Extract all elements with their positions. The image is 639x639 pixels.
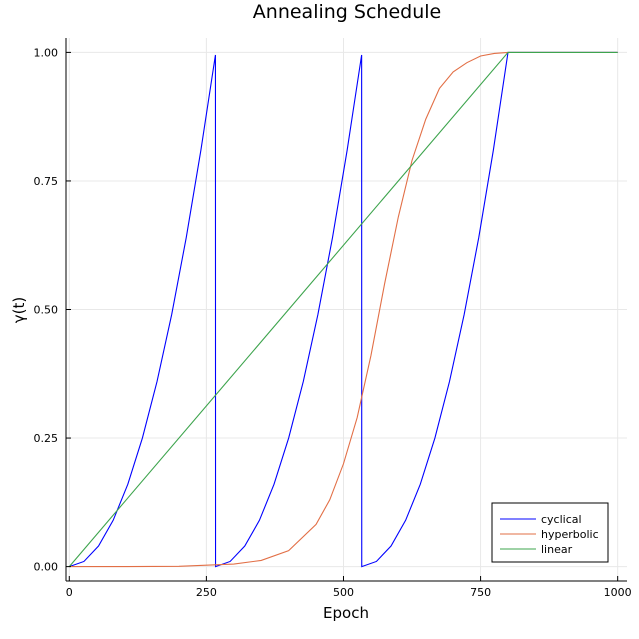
y-tick-label: 0.00 [34,561,59,574]
x-tick-label: 1000 [604,586,632,599]
legend-label-linear: linear [541,543,573,556]
y-axis-label: γ(t) [10,297,28,323]
legend-label-hyperbolic: hyperbolic [541,528,599,541]
x-ticks: 0 250 500 750 1000 [66,576,632,599]
series-line-cyclical [69,51,618,568]
series-line-hyperbolic [69,51,618,568]
y-tick-label: 0.75 [34,175,59,188]
legend: cyclical hyperbolic linear [491,502,609,563]
legend-label-cyclical: cyclical [541,513,582,526]
y-ticks: 0.00 0.25 0.50 0.75 1.00 [34,46,71,574]
x-tick-label: 250 [196,586,217,599]
series-layer [68,51,618,568]
y-tick-label: 0.50 [34,304,59,317]
chart-title: Annealing Schedule [253,1,441,23]
y-tick-label: 1.00 [34,46,59,59]
x-axis-label: Epoch [323,604,369,622]
x-tick-label: 500 [333,586,354,599]
series-line-linear [68,51,618,567]
y-tick-label: 0.25 [34,432,59,445]
legend-box [491,502,609,563]
x-tick-label: 0 [66,586,73,599]
x-tick-label: 750 [470,586,491,599]
